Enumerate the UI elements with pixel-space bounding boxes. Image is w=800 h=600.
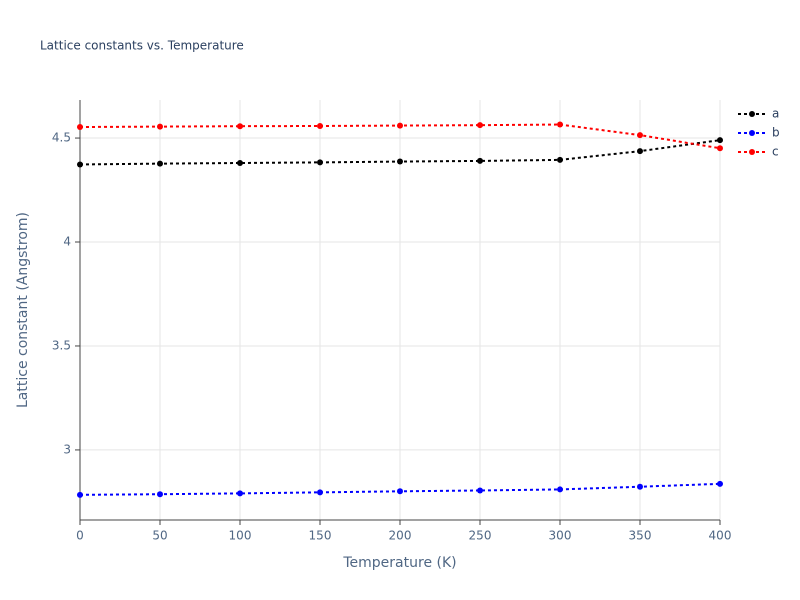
legend-label: a (772, 107, 779, 121)
y-tick-label: 3.5 (52, 338, 71, 352)
point (237, 490, 243, 497)
point (397, 158, 403, 165)
point (717, 145, 723, 152)
y-tick-label: 4 (63, 235, 71, 249)
y-tick-label: 3 (63, 442, 71, 456)
point (157, 123, 163, 130)
legend-label: b (772, 126, 780, 140)
point (637, 483, 643, 490)
point (317, 159, 323, 166)
x-tick-label: 150 (309, 529, 332, 543)
y-axis-title: Lattice constant (Angstrom) (15, 212, 31, 408)
point (557, 156, 563, 163)
x-tick-label: 350 (629, 529, 652, 543)
x-tick-label: 0 (76, 529, 84, 543)
legend-marker (749, 130, 755, 136)
point (317, 489, 323, 496)
point (637, 132, 643, 139)
point (397, 122, 403, 129)
y-tick-label: 4.5 (52, 131, 71, 145)
point (717, 480, 723, 487)
point (557, 486, 563, 493)
legend-label: c (772, 145, 779, 159)
point (477, 122, 483, 129)
x-tick-label: 300 (549, 529, 572, 543)
point (157, 491, 163, 498)
point (557, 121, 563, 128)
x-tick-label: 400 (709, 529, 732, 543)
chart-title: Lattice constants vs. Temperature (40, 39, 244, 53)
point (237, 123, 243, 130)
point (637, 148, 643, 155)
legend-marker (749, 149, 755, 155)
point (477, 157, 483, 164)
x-tick-label: 250 (469, 529, 492, 543)
point (77, 124, 83, 131)
point (397, 488, 403, 495)
legend-marker (749, 111, 755, 117)
point (477, 487, 483, 494)
point (237, 160, 243, 166)
x-tick-label: 50 (152, 529, 167, 543)
point (77, 161, 83, 168)
x-tick-label: 100 (229, 529, 252, 543)
point (317, 122, 323, 129)
x-axis-title: Temperature (K) (342, 555, 456, 571)
x-tick-label: 200 (389, 529, 412, 543)
point (717, 137, 723, 144)
point (77, 491, 83, 498)
point (157, 160, 163, 167)
